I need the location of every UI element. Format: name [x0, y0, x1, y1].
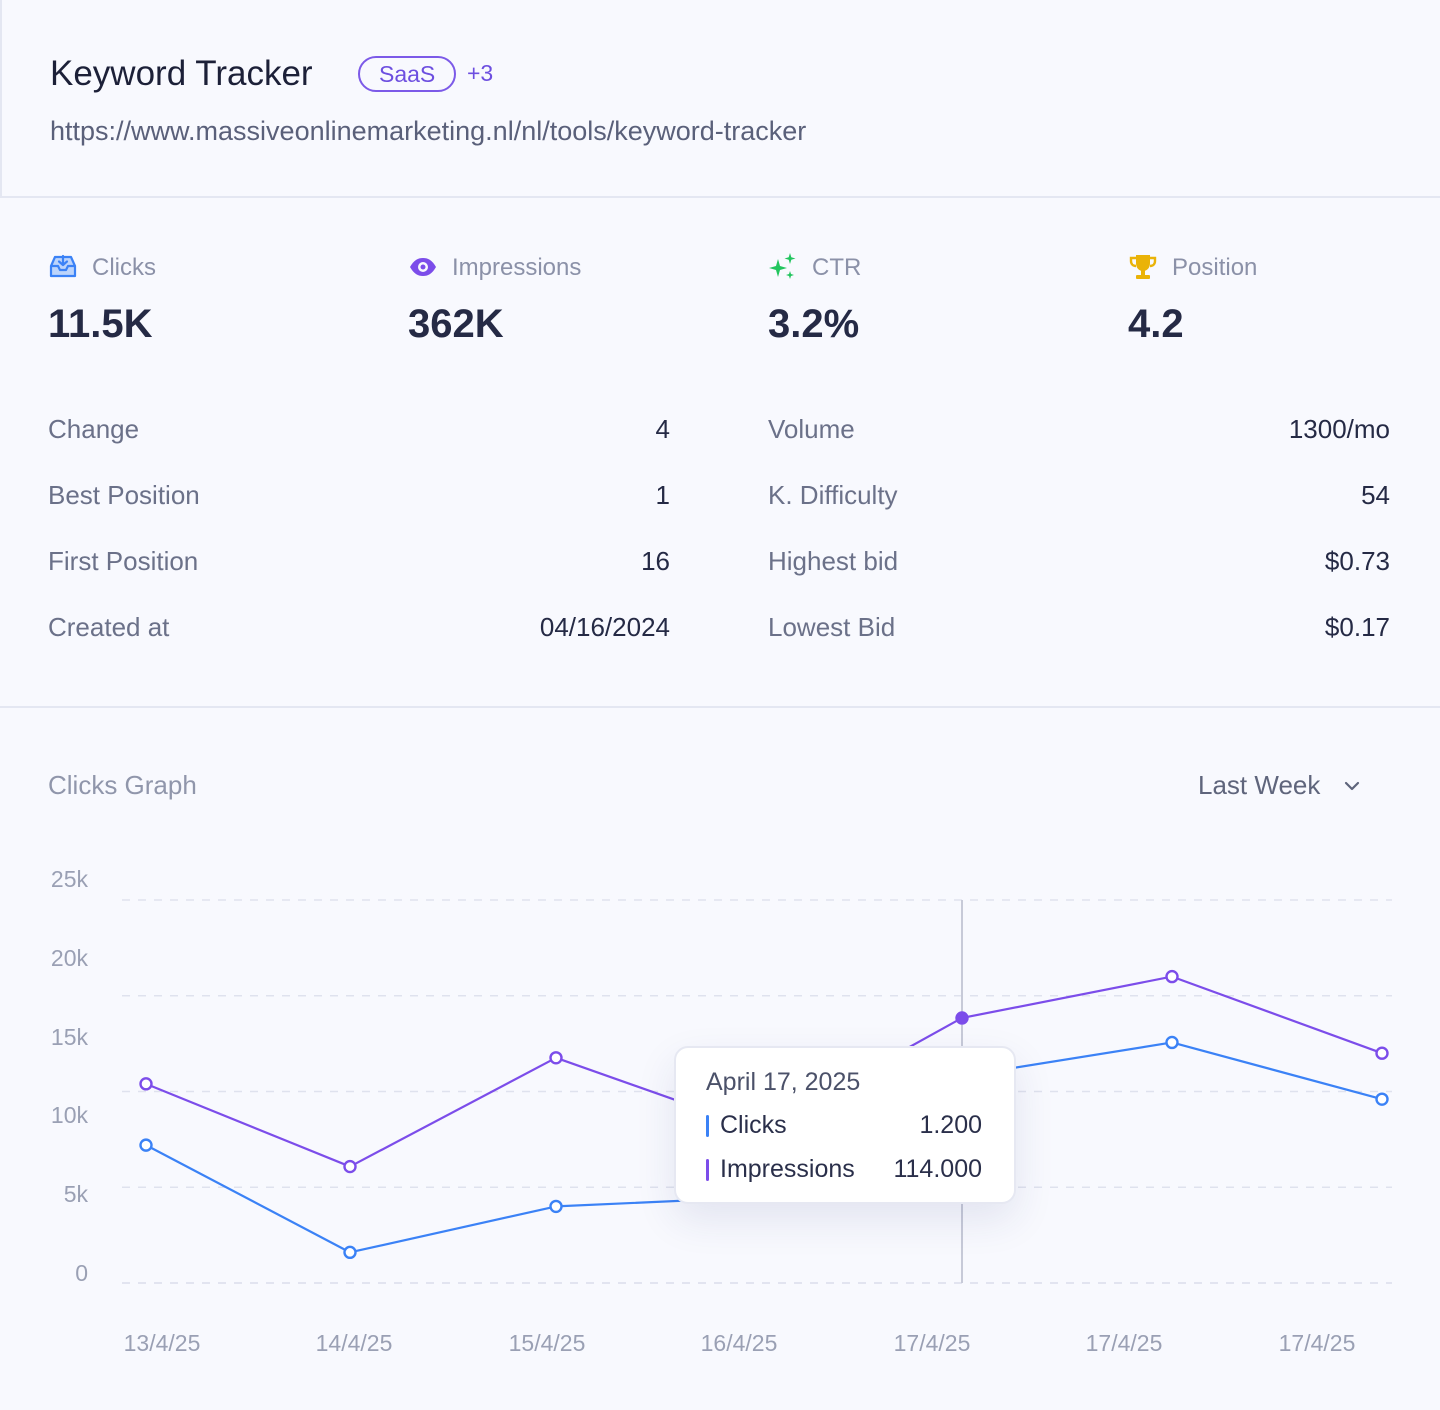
- x-tick-label: 17/4/25: [1278, 1330, 1356, 1356]
- chevron-down-icon[interactable]: [1342, 776, 1362, 796]
- data-point-impressions: [139, 1077, 153, 1091]
- detail-value-first-position: 16: [641, 546, 670, 576]
- y-tick-label: 20k: [50, 945, 88, 971]
- detail-value-best-position: 1: [655, 480, 670, 510]
- data-point-impressions: [343, 1159, 357, 1174]
- detail-value-volume: 1300/mo: [1288, 414, 1390, 444]
- data-point-clicks: [549, 1199, 563, 1214]
- detail-value-created-at: 04/16/2024: [539, 612, 670, 642]
- detail-value-change: 4: [655, 414, 670, 444]
- detail-value-highest-bid: $0.73: [1324, 546, 1390, 576]
- y-tick-label: 5k: [63, 1181, 88, 1207]
- keyword-url[interactable]: https://www.massiveonlinemarketing.nl/nl…: [50, 116, 807, 146]
- detail-label-k-difficulty: K. Difficulty: [768, 480, 898, 510]
- stat-label: Impressions: [452, 254, 582, 281]
- page-title: Keyword Tracker: [50, 54, 313, 93]
- x-tick-label: 14/4/25: [315, 1330, 393, 1356]
- y-tick-label: 25k: [50, 866, 88, 892]
- stat-value: 362K: [408, 302, 504, 346]
- detail-label-created-at: Created at: [48, 612, 170, 642]
- tooltip-value-impressions: 114.000: [893, 1155, 982, 1183]
- detail-label-first-position: First Position: [48, 546, 199, 576]
- detail-label-volume: Volume: [768, 414, 855, 444]
- stat-label: Position: [1172, 254, 1258, 281]
- x-tick-label: 13/4/25: [123, 1330, 201, 1356]
- x-tick-label: 16/4/25: [700, 1330, 778, 1356]
- data-point-impressions: [1375, 1046, 1389, 1060]
- y-tick-label: 0: [75, 1260, 88, 1286]
- x-tick-label: 17/4/25: [1085, 1330, 1163, 1356]
- tooltip-label-clicks: Clicks: [720, 1111, 787, 1139]
- page-header: Keyword Tracker SaaS +3 https://www.mass…: [0, 0, 1440, 198]
- tooltip-label-impressions: Impressions: [720, 1155, 855, 1183]
- tooltip-impressions-marker: [706, 1159, 709, 1181]
- detail-label-highest-bid: Highest bid: [768, 546, 899, 576]
- trophy-icon: [1129, 255, 1157, 279]
- data-point-impressions: [1165, 969, 1179, 984]
- more-tags-count[interactable]: +3: [467, 60, 494, 86]
- sparkles-icon: [769, 253, 796, 279]
- section-divider: [0, 706, 1440, 708]
- y-tick-label: 10k: [50, 1102, 88, 1128]
- detail-value-k-difficulty: 54: [1361, 480, 1390, 510]
- x-tick-label: 15/4/25: [508, 1330, 586, 1356]
- data-point-clicks: [1165, 1035, 1179, 1050]
- x-tick-label: 17/4/25: [893, 1330, 971, 1356]
- data-point-clicks: [1375, 1092, 1389, 1106]
- tooltip-date: April 17, 2025: [706, 1068, 861, 1096]
- detail-value-lowest-bid: $0.17: [1324, 612, 1390, 642]
- tooltip-clicks-marker: [706, 1115, 709, 1137]
- inbox-download-icon: [49, 254, 77, 278]
- stat-label: CTR: [812, 254, 862, 281]
- tooltip-value-clicks: 1.200: [919, 1111, 982, 1139]
- data-point-clicks: [139, 1138, 153, 1152]
- detail-label-lowest-bid: Lowest Bid: [768, 612, 896, 642]
- range-select[interactable]: Last Week: [1198, 770, 1321, 800]
- stat-value: 3.2%: [768, 302, 860, 346]
- data-point-clicks: [343, 1245, 357, 1260]
- eye-icon: [410, 258, 436, 276]
- stat-label: Clicks: [92, 254, 156, 281]
- chart-tooltip: April 17, 2025 Clicks 1.200 Impressions …: [674, 1046, 1016, 1204]
- y-tick-label: 15k: [50, 1024, 88, 1050]
- stat-value: 11.5K: [48, 302, 153, 346]
- data-point-impressions: [549, 1051, 563, 1065]
- data-point-impressions: [955, 1011, 969, 1025]
- detail-label-best-position: Best Position: [48, 480, 200, 510]
- detail-label-change: Change: [48, 414, 140, 444]
- stat-value: 4.2: [1128, 302, 1184, 346]
- tag-badge[interactable]: SaaS: [358, 56, 457, 92]
- graph-title: Clicks Graph: [48, 770, 197, 800]
